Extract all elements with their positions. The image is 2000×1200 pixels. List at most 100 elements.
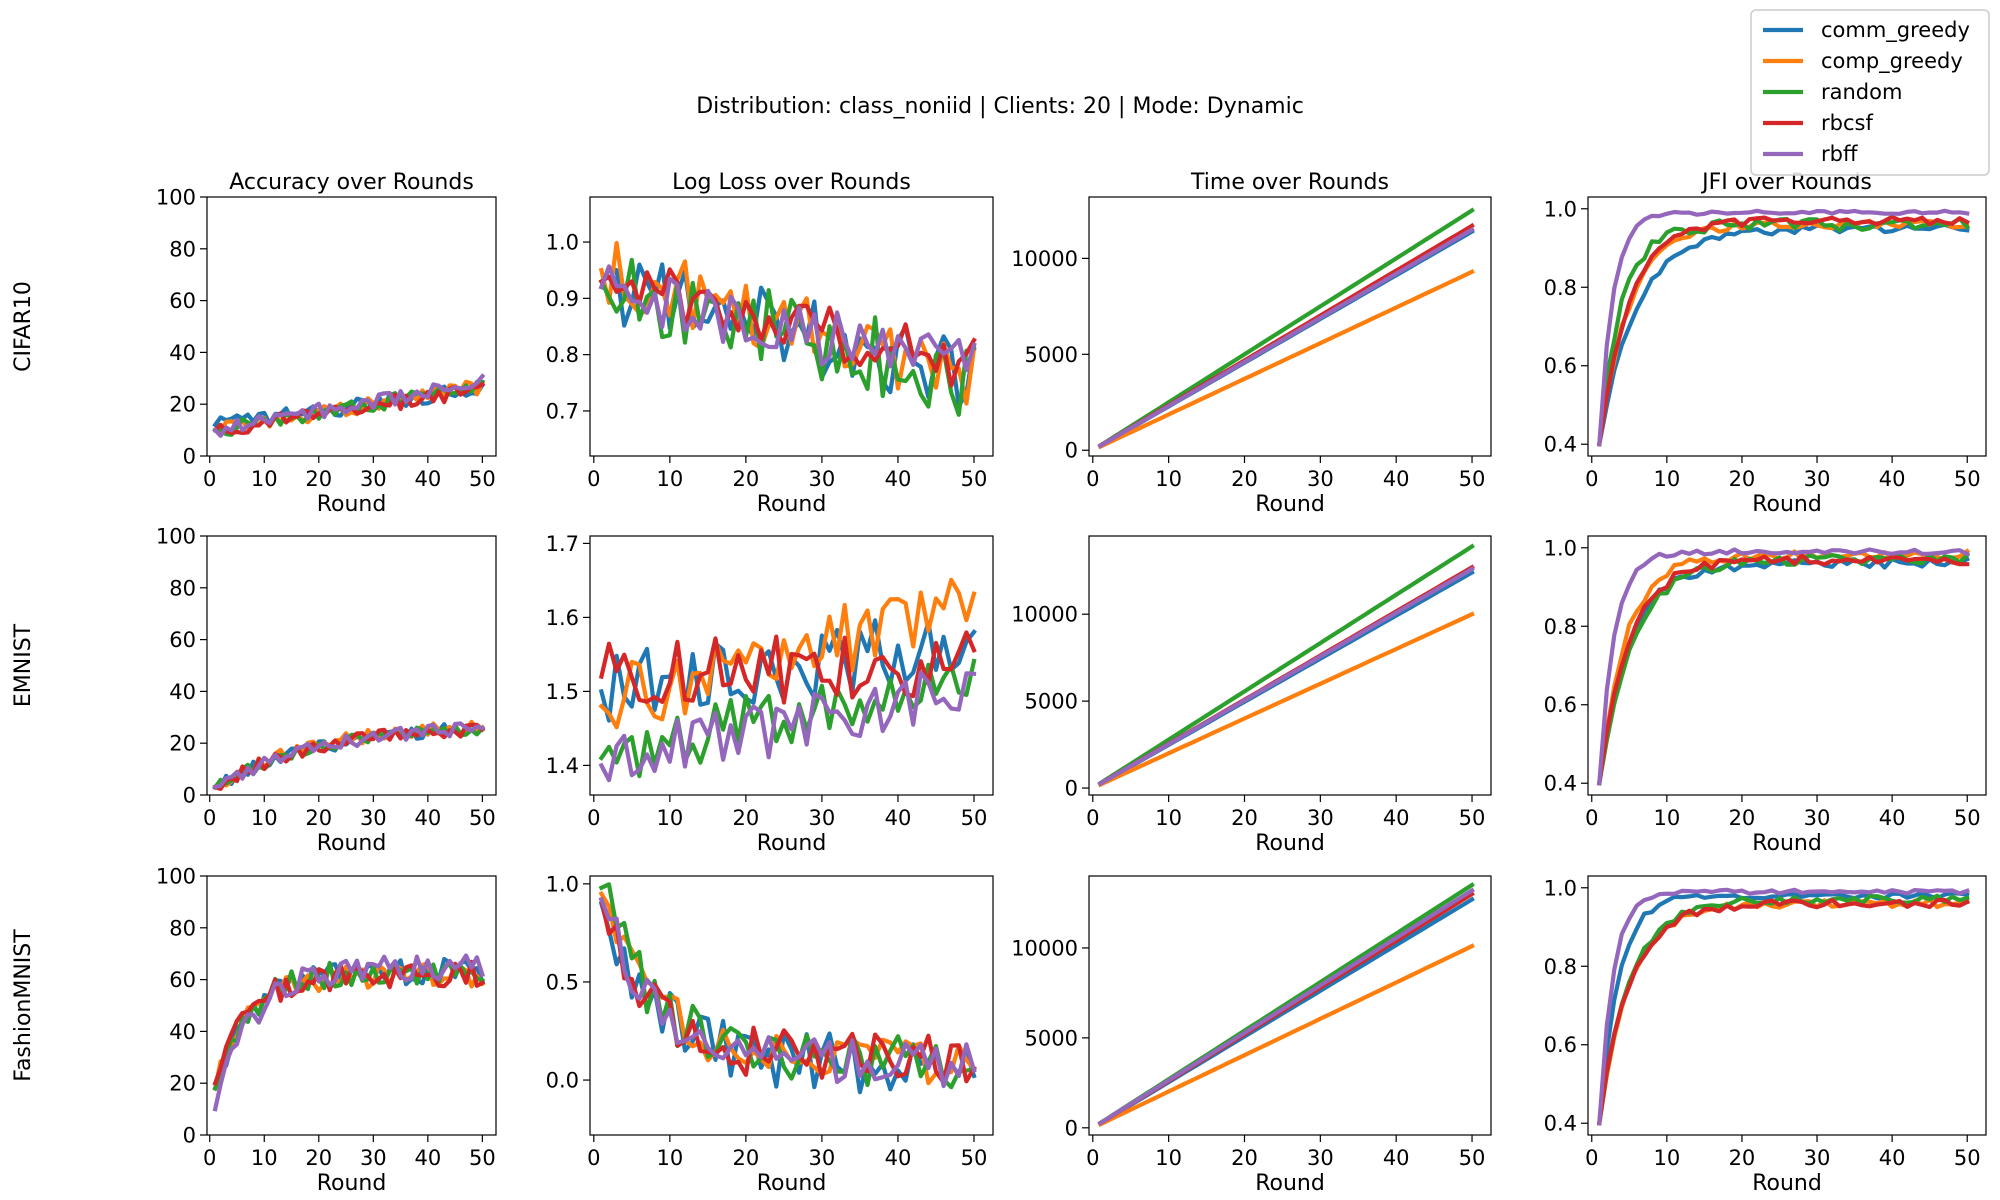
y-tick-label: 1.7 <box>546 532 579 556</box>
y-tick-label: 20 <box>169 732 196 756</box>
subplot-2-3: 0 10 20 30 40 50 0 5000 10000 Round <box>1011 535 1492 856</box>
subplot-title: Accuracy over Rounds <box>229 170 474 195</box>
y-tick-label: 0.7 <box>546 399 579 423</box>
series-group <box>212 373 486 438</box>
row-label: FashionMNIST <box>11 929 36 1082</box>
subplot-3-2: 0 10 20 30 40 50 0.0 0.5 1.0 Round <box>546 872 994 1196</box>
series-group <box>1596 547 1971 786</box>
legend-label-comm_greedy: comm_greedy <box>1821 18 1970 43</box>
row-label: EMNIST <box>11 623 36 707</box>
x-tick-label: 0 <box>587 1146 600 1170</box>
subplot-title: Time over Rounds <box>1190 170 1389 195</box>
subplot-2-4: 0 10 20 30 40 50 0.4 0.6 0.8 1.0 Round <box>1544 535 1987 856</box>
series-group <box>1097 207 1475 450</box>
x-tick-label: 10 <box>656 467 683 491</box>
y-tick-label: 0.4 <box>1544 433 1577 457</box>
x-axis-label: Round <box>757 831 827 856</box>
series-line-random <box>598 257 977 417</box>
axes-frame <box>1088 875 1492 1136</box>
series-line-rbff <box>1097 566 1475 787</box>
y-tick-label: 60 <box>169 968 196 992</box>
x-tick-label: 50 <box>469 1146 496 1170</box>
x-tick-label: 10 <box>656 1146 683 1170</box>
x-axis-label: Round <box>317 492 387 517</box>
subplot-1-1: 0 10 20 30 40 50 0 20 40 60 80 100 Round Accuracy ove… <box>11 170 497 517</box>
x-tick-label: 20 <box>305 1146 332 1170</box>
series-group <box>598 882 977 1095</box>
axes-frame <box>206 875 497 1136</box>
series-line-rbcsf <box>1596 897 1971 1126</box>
x-tick-label: 40 <box>414 467 441 491</box>
subplot-2-1: 0 10 20 30 40 50 0 20 40 60 80 100 Round EMNIST <box>11 525 497 856</box>
x-tick-label: 40 <box>1383 1146 1410 1170</box>
x-tick-label: 40 <box>1383 806 1410 830</box>
series-line-random <box>598 658 977 779</box>
x-tick-label: 50 <box>1954 467 1981 491</box>
y-tick-label: 40 <box>169 1020 196 1044</box>
legend-label-rbcsf: rbcsf <box>1821 111 1873 135</box>
row-label: CIFAR10 <box>11 281 36 372</box>
y-tick-label: 0.9 <box>546 287 579 311</box>
y-tick-label: 5000 <box>1025 690 1078 714</box>
y-tick-label: 0.8 <box>546 343 579 367</box>
series-group <box>1097 882 1475 1127</box>
x-axis-label: Round <box>1255 492 1325 517</box>
y-tick-label: 0.8 <box>1544 276 1577 300</box>
x-tick-label: 30 <box>809 467 836 491</box>
x-tick-label: 50 <box>1954 806 1981 830</box>
legend-label-random: random <box>1821 80 1902 104</box>
x-tick-label: 30 <box>809 1146 836 1170</box>
series-line-rbff <box>212 373 486 438</box>
y-tick-label: 10000 <box>1011 936 1078 960</box>
subplot-1-3: 0 10 20 30 40 50 0 5000 10000 Round Time over Roun… <box>1011 170 1492 517</box>
series-line-rbff <box>598 670 977 783</box>
y-tick-label: 1.0 <box>546 231 579 255</box>
series-line-random <box>1596 893 1970 1126</box>
series-group <box>1097 543 1475 788</box>
axes-frame <box>589 196 994 457</box>
series-line-comp_greedy <box>1097 943 1475 1127</box>
subplot-2-2: 0 10 20 30 40 50 1.4 1.5 1.6 1.7 Round <box>546 532 994 856</box>
x-tick-label: 40 <box>885 1146 912 1170</box>
figure-suptitle: Distribution: class_noniid | Clients: 20… <box>696 94 1304 119</box>
y-tick-label: 80 <box>169 916 196 940</box>
y-tick-label: 100 <box>156 186 196 210</box>
series-line-rbff <box>1097 887 1475 1126</box>
y-tick-label: 0.5 <box>546 970 579 994</box>
x-tick-label: 20 <box>1231 1146 1258 1170</box>
y-tick-label: 10000 <box>1011 603 1078 627</box>
series-line-random <box>1596 552 1971 786</box>
y-tick-label: 0.6 <box>1544 354 1577 378</box>
y-tick-label: 60 <box>169 628 196 652</box>
y-tick-label: 1.0 <box>1544 536 1577 560</box>
x-tick-label: 0 <box>1585 1146 1598 1170</box>
x-tick-label: 50 <box>961 806 988 830</box>
x-tick-label: 40 <box>1879 1146 1906 1170</box>
x-tick-label: 20 <box>1231 467 1258 491</box>
x-tick-label: 20 <box>1231 806 1258 830</box>
y-tick-label: 60 <box>169 289 196 313</box>
x-tick-label: 50 <box>1954 1146 1981 1170</box>
series-line-comm_greedy <box>1596 222 1970 447</box>
x-tick-label: 30 <box>360 467 387 491</box>
y-tick-label: 0 <box>183 445 196 469</box>
y-tick-label: 5000 <box>1025 343 1078 367</box>
y-tick-label: 1.0 <box>1544 876 1577 900</box>
x-tick-label: 20 <box>305 806 332 830</box>
x-tick-label: 50 <box>961 1146 988 1170</box>
x-tick-label: 40 <box>414 1146 441 1170</box>
x-tick-label: 0 <box>1086 806 1099 830</box>
x-tick-label: 30 <box>809 806 836 830</box>
x-tick-label: 20 <box>733 467 760 491</box>
x-tick-label: 30 <box>1804 467 1831 491</box>
x-axis-label: Round <box>317 1171 387 1196</box>
x-tick-label: 40 <box>885 806 912 830</box>
series-line-comp_greedy <box>1596 897 1970 1126</box>
x-axis-label: Round <box>1255 831 1325 856</box>
x-tick-label: 20 <box>1729 467 1756 491</box>
y-tick-label: 0.6 <box>1544 1033 1577 1057</box>
y-tick-label: 0.6 <box>1544 693 1577 717</box>
x-tick-label: 0 <box>587 467 600 491</box>
series-line-rbff <box>212 721 486 790</box>
